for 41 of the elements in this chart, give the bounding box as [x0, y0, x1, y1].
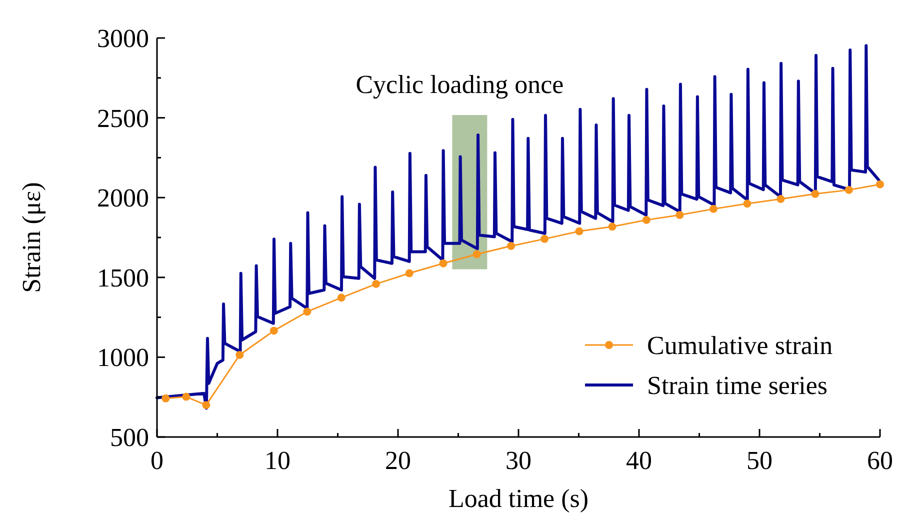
point — [202, 401, 210, 410]
x-tick-label: 20 — [385, 446, 411, 475]
point — [608, 222, 616, 231]
point — [743, 200, 752, 208]
band-label: Cyclic loading once — [356, 70, 564, 100]
point — [270, 326, 278, 335]
point — [575, 227, 584, 236]
x-tick-label: 50 — [746, 446, 772, 475]
x-tick-label: 0 — [150, 446, 164, 475]
x-tick-label: 10 — [264, 446, 290, 475]
point — [876, 180, 884, 188]
y-tick-label: 1000 — [97, 343, 149, 372]
x-tick-label: 30 — [506, 446, 532, 475]
point — [162, 394, 170, 402]
point — [540, 234, 549, 243]
x-tick-label: 60 — [867, 446, 893, 475]
point — [642, 216, 650, 224]
point — [844, 186, 853, 194]
y-tick-label: 2500 — [97, 104, 149, 133]
point — [182, 392, 190, 401]
point — [811, 190, 820, 198]
point — [676, 210, 684, 219]
y-tick-label: 500 — [110, 423, 149, 452]
point — [472, 250, 481, 258]
y-tick-label: 3000 — [97, 24, 149, 53]
point — [372, 280, 380, 288]
y-tick-label: 2000 — [97, 184, 149, 213]
x-axis-title: Load time (s) — [448, 484, 589, 513]
point — [303, 308, 312, 316]
point — [776, 195, 785, 204]
point — [709, 204, 718, 213]
point — [507, 242, 516, 250]
legend-label: Strain time series — [647, 371, 828, 400]
y-axis-title: Strain (με) — [17, 182, 46, 293]
legend-label: Cumulative strain — [647, 331, 833, 360]
point — [236, 350, 244, 359]
x-tick-label: 40 — [626, 446, 652, 475]
point — [439, 259, 448, 268]
point — [337, 294, 346, 302]
point — [405, 269, 414, 278]
y-tick-label: 1500 — [97, 263, 149, 292]
